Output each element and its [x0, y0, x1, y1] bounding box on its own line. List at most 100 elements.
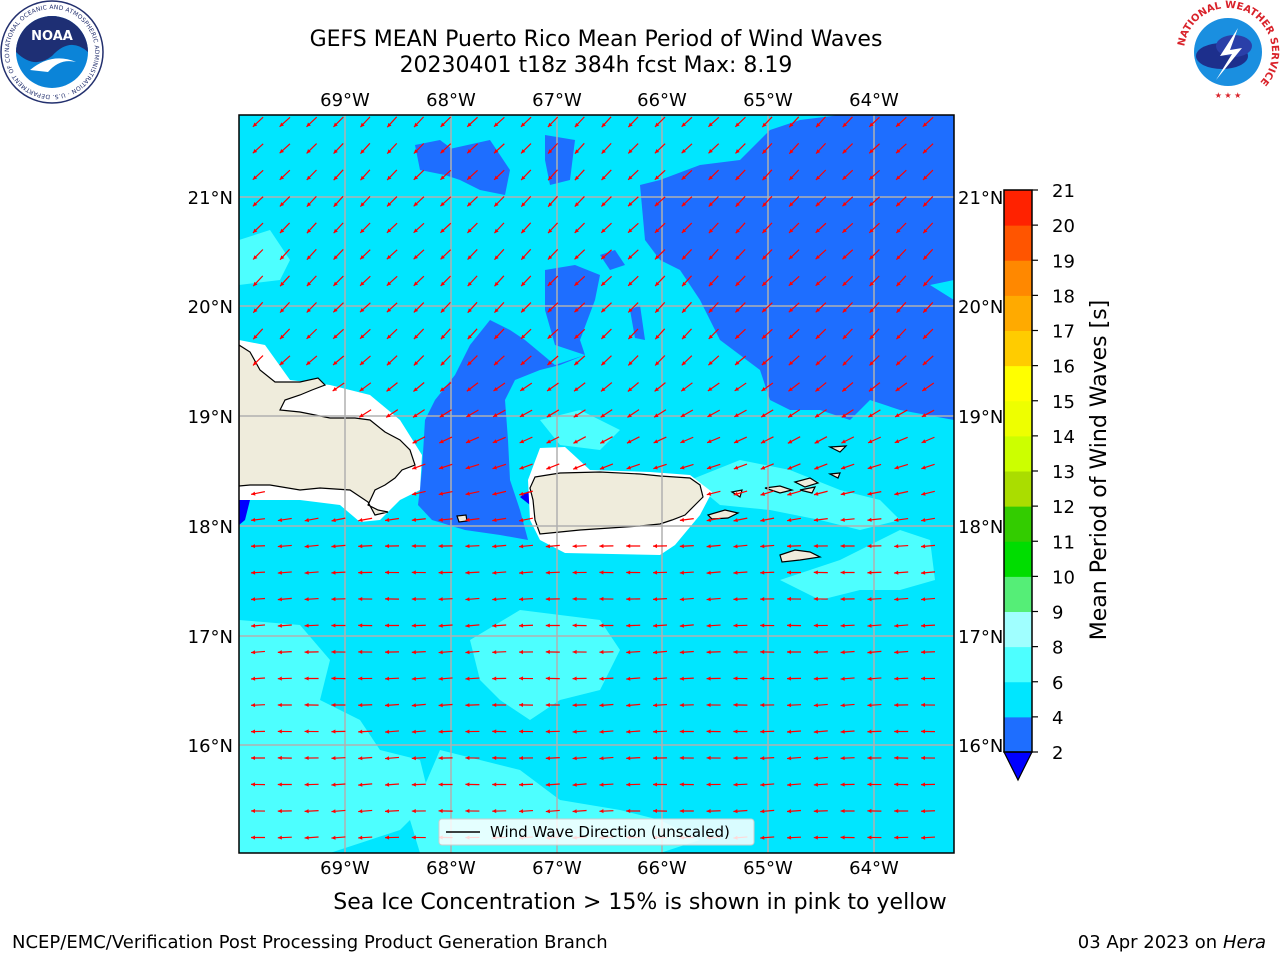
lon-label-bottom: 68°W [426, 858, 476, 879]
wave-arrow [627, 275, 639, 287]
wave-arrow [413, 302, 425, 313]
wave-arrow [786, 623, 802, 628]
wave-arrow [333, 116, 344, 128]
wave-arrow [545, 782, 560, 787]
wave-arrow [869, 355, 880, 366]
wave-arrow [304, 597, 319, 602]
wave-arrow [815, 169, 827, 181]
wave-arrow [520, 355, 532, 366]
wave-arrow [277, 782, 292, 787]
lon-label-top: 68°W [426, 90, 476, 111]
lon-label-top: 69°W [320, 90, 370, 111]
wave-arrow [652, 782, 668, 787]
wave-arrow [786, 703, 802, 708]
wave-arrow [867, 808, 882, 813]
wave-arrow [867, 703, 882, 708]
colorbar-label: Mean Period of Wind Waves [s] [1087, 300, 1112, 640]
wave-arrow [333, 143, 344, 154]
wave-arrow [465, 436, 480, 444]
wave-arrow [922, 275, 934, 287]
wave-arrow [654, 169, 666, 181]
wave-arrow [492, 517, 507, 522]
wave-arrow [358, 517, 373, 523]
wave-arrow [706, 755, 721, 761]
wave-arrow [277, 570, 292, 575]
wave-arrow [654, 275, 666, 287]
wave-arrow [733, 835, 748, 840]
wave-arrow [840, 570, 855, 575]
wave-arrow [894, 676, 909, 681]
wave-arrow [869, 275, 880, 287]
wave-arrow [601, 116, 612, 128]
wave-arrow [572, 835, 587, 840]
wave-arrow [679, 676, 694, 681]
wave-arrow [894, 782, 909, 787]
wave-arrow [842, 302, 853, 313]
wave-arrow [384, 596, 400, 601]
wave-arrow [252, 143, 264, 154]
wave-arrow [600, 382, 613, 392]
wave-arrow [815, 222, 827, 234]
wave-arrow [277, 517, 292, 522]
wave-arrow [279, 328, 291, 340]
wave-arrow [386, 142, 398, 155]
wave-arrow [493, 143, 505, 154]
wave-arrow [679, 782, 694, 787]
wave-arrow [279, 116, 291, 128]
hispaniola-land [239, 344, 416, 516]
wave-arrow [842, 143, 854, 154]
wave-arrow [384, 729, 400, 734]
svg-text:★ ★ ★: ★ ★ ★ [1215, 91, 1242, 100]
wave-arrow [920, 729, 936, 734]
wave-arrow [599, 756, 614, 761]
wave-arrow [574, 116, 585, 128]
colorbar-segment [1004, 260, 1032, 296]
wave-arrow [896, 301, 907, 314]
wave-arrow [518, 544, 534, 549]
wave-arrow [653, 436, 667, 444]
wave-arrow [518, 755, 534, 761]
lat-label-left: 18°N [188, 517, 233, 538]
wave-arrow [734, 355, 747, 366]
wave-arrow [761, 355, 773, 366]
wave-arrow [518, 570, 534, 575]
wave-arrow [331, 782, 346, 787]
wave-arrow [786, 809, 802, 814]
colorbar-segment [1004, 365, 1032, 402]
colorbar-segment [1004, 190, 1032, 226]
footer-branch: NCEP/EMC/Verification Post Processing Pr… [12, 932, 608, 953]
wave-arrow [786, 835, 802, 840]
wave-arrow [895, 116, 907, 128]
colorbar-segment [1004, 576, 1032, 612]
wave-arrow [574, 142, 585, 155]
wave-arrow [386, 328, 398, 340]
wave-arrow [626, 463, 640, 470]
wave-arrow [333, 195, 344, 208]
wave-arrow [250, 676, 266, 681]
wave-arrow [840, 782, 855, 787]
lat-label-right: 19°N [958, 407, 1003, 428]
wave-arrow [654, 301, 666, 314]
wave-arrow [438, 543, 453, 549]
wave-arrow [786, 649, 802, 655]
wave-arrow [250, 597, 266, 602]
wave-arrow [492, 650, 507, 655]
wave-arrow [358, 570, 373, 575]
wave-arrow [733, 649, 748, 655]
wave-arrow [251, 491, 265, 496]
wave-period-field [239, 115, 954, 853]
wave-arrow [706, 702, 721, 708]
wave-arrow [895, 196, 907, 207]
wave-arrow [306, 328, 318, 340]
wave-arrow [679, 544, 694, 549]
wave-arrow [680, 409, 694, 418]
wave-arrow [652, 650, 668, 655]
colorbar-underflow-triangle [1003, 751, 1033, 782]
wave-arrow [922, 328, 934, 340]
wave-arrow [547, 116, 559, 128]
wave-arrow [518, 809, 534, 814]
wave-arrow [279, 143, 291, 154]
wave-arrow [358, 623, 373, 628]
wave-arrow [654, 196, 666, 207]
wave-arrow [250, 650, 266, 655]
